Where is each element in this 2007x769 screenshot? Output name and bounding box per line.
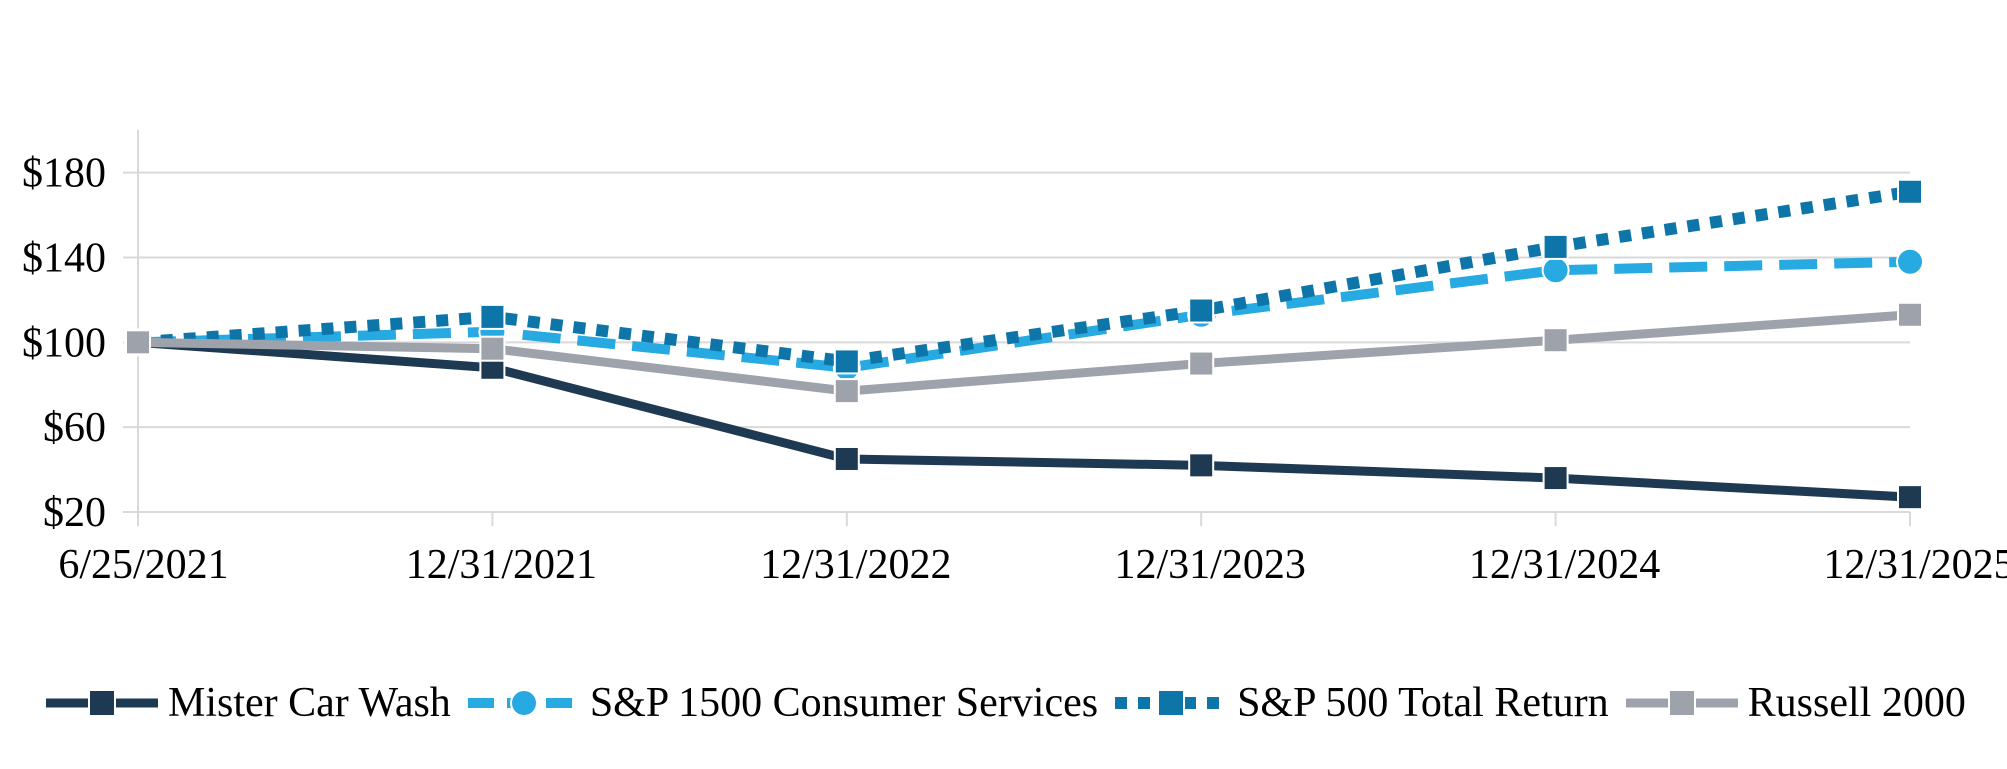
y-tick-label: $180 [22, 151, 106, 197]
legend-marker [1667, 689, 1696, 717]
legend-label: S&P 1500 Consumer Services [589, 680, 1099, 726]
legend-label: Russell 2000 [1747, 680, 1966, 726]
legend-item-russell-2000: Russell 2000 [1625, 680, 1966, 726]
y-tick-label: $140 [22, 236, 106, 282]
x-tick-label: 12/31/2022 [760, 542, 951, 588]
series-line-russell-2000 [137, 310, 1911, 396]
data-point-russell-2000 [479, 335, 506, 362]
data-point-mister-car-wash [1897, 484, 1923, 511]
data-point-russell-2000 [1188, 350, 1215, 377]
legend-item-mister-car-wash: Mister Car Wash [46, 682, 451, 724]
x-tick-label: 12/31/2025 [1823, 542, 2007, 588]
legend-marker [509, 689, 538, 717]
data-point-russell-2000 [125, 329, 151, 356]
legend-swatch-russell-2000-icon [1625, 689, 1738, 717]
data-point-mister-car-wash [1542, 465, 1569, 492]
x-tick-label: 12/31/2021 [406, 542, 597, 588]
legend-label: S&P 500 Total Return [1237, 680, 1609, 726]
legend-swatch-s-p-1500-consumer-services-icon [467, 689, 580, 717]
data-point-russell-2000 [833, 378, 860, 405]
legend-item-s-p-500-total-return: S&P 500 Total Return [1115, 682, 1609, 724]
data-point-s-p-500-total-return [1188, 297, 1215, 324]
data-point-russell-2000 [1542, 327, 1569, 354]
x-tick-label: 12/31/2024 [1469, 542, 1660, 588]
legend-marker [88, 689, 116, 717]
series-line-mister-car-wash [137, 337, 1911, 502]
chart-legend: Mister Car Wash S&P 1500 Consumer Service… [46, 664, 1966, 742]
data-point-s-p-500-total-return [1542, 233, 1569, 260]
data-point-mister-car-wash [1188, 452, 1215, 479]
y-tick-label: $20 [43, 490, 106, 536]
legend-marker [1157, 689, 1186, 717]
series-line-s-p-1500-consumer-services [137, 256, 1911, 373]
x-tick-label: 6/25/2021 [58, 542, 228, 588]
y-tick-label: $60 [43, 405, 106, 451]
data-point-s-p-1500-consumer-services [1541, 256, 1570, 285]
data-point-s-p-500-total-return [1897, 178, 1923, 205]
legend-label: Mister Car Wash [168, 680, 451, 726]
x-tick-label: 12/31/2023 [1115, 542, 1306, 588]
legend-swatch-mister-car-wash-icon [46, 689, 158, 717]
legend-swatch-s-p-500-total-return-icon [1115, 689, 1228, 717]
data-point-s-p-500-total-return [833, 348, 860, 375]
data-point-russell-2000 [1897, 301, 1923, 328]
stock-performance-chart: $20 $60 $100 $140 $180 6/25/2021 12/31/2021 12/… [22, 130, 2007, 588]
y-tick-label: $100 [22, 320, 106, 366]
data-point-s-p-1500-consumer-services [1896, 247, 1924, 276]
data-point-mister-car-wash [833, 445, 860, 472]
data-point-s-p-500-total-return [479, 303, 506, 330]
legend-item-s-p-1500-consumer-services: S&P 1500 Consumer Services [467, 680, 1099, 726]
